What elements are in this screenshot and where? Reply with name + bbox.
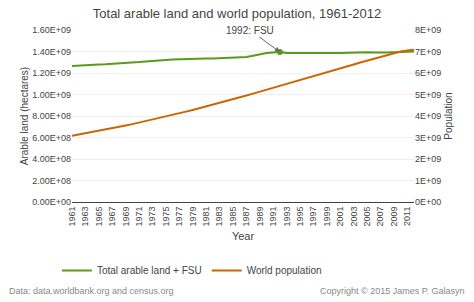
svg-text:1983: 1983 [214,207,224,227]
svg-text:1992: FSU: 1992: FSU [226,25,274,36]
svg-text:Data: data.worldbank.org and c: Data: data.worldbank.org and census.org [9,286,174,296]
svg-text:Year: Year [232,230,255,242]
svg-text:1973: 1973 [147,207,157,227]
svg-text:6E+09: 6E+09 [415,68,441,78]
svg-text:1985: 1985 [228,207,238,227]
svg-text:2003: 2003 [349,207,359,227]
svg-text:1.40E+09: 1.40E+09 [32,47,71,57]
svg-text:1971: 1971 [134,207,144,227]
svg-text:1975: 1975 [161,207,171,227]
svg-text:1997: 1997 [308,207,318,227]
svg-text:0.00E+00: 0.00E+00 [32,197,71,207]
svg-text:8E+09: 8E+09 [415,25,441,35]
svg-text:1961: 1961 [67,207,77,227]
svg-text:1991: 1991 [268,207,278,227]
svg-text:4E+09: 4E+09 [415,111,441,121]
svg-text:1.00E+09: 1.00E+09 [32,90,71,100]
svg-text:3E+09: 3E+09 [415,133,441,143]
svg-text:1963: 1963 [80,207,90,227]
svg-text:Arable land (hectares): Arable land (hectares) [19,67,30,165]
svg-text:World population: World population [247,265,322,276]
svg-text:2E+09: 2E+09 [415,154,441,164]
svg-text:1989: 1989 [255,207,265,227]
svg-text:2005: 2005 [362,207,372,227]
svg-text:1979: 1979 [188,207,198,227]
svg-text:1995: 1995 [295,207,305,227]
svg-text:1987: 1987 [241,207,251,227]
svg-text:6.00E+08: 6.00E+08 [32,133,71,143]
svg-text:1999: 1999 [322,207,332,227]
svg-text:5E+09: 5E+09 [415,90,441,100]
svg-text:2001: 2001 [335,207,345,227]
svg-text:1.20E+09: 1.20E+09 [32,68,71,78]
svg-text:1E+09: 1E+09 [415,176,441,186]
svg-text:4.00E+08: 4.00E+08 [32,154,71,164]
svg-text:1967: 1967 [107,207,117,227]
svg-text:2007: 2007 [375,207,385,227]
svg-text:Total arable land + FSU: Total arable land + FSU [97,265,202,276]
svg-text:1969: 1969 [121,207,131,227]
svg-text:1993: 1993 [282,207,292,227]
svg-text:Total arable land and world po: Total arable land and world population, … [93,6,381,21]
svg-text:1977: 1977 [174,207,184,227]
svg-text:Population: Population [443,92,454,139]
svg-text:Copyright © 2015 James P. Gala: Copyright © 2015 James P. Galasyn [320,286,465,296]
svg-text:1981: 1981 [201,207,211,227]
svg-text:2009: 2009 [389,207,399,227]
svg-text:1.60E+09: 1.60E+09 [32,25,71,35]
svg-text:8.00E+08: 8.00E+08 [32,111,71,121]
svg-text:2011: 2011 [402,207,412,226]
svg-text:7E+09: 7E+09 [415,47,441,57]
svg-text:2.00E+08: 2.00E+08 [32,176,71,186]
svg-text:0E+00: 0E+00 [415,197,441,207]
svg-text:1965: 1965 [94,207,104,227]
